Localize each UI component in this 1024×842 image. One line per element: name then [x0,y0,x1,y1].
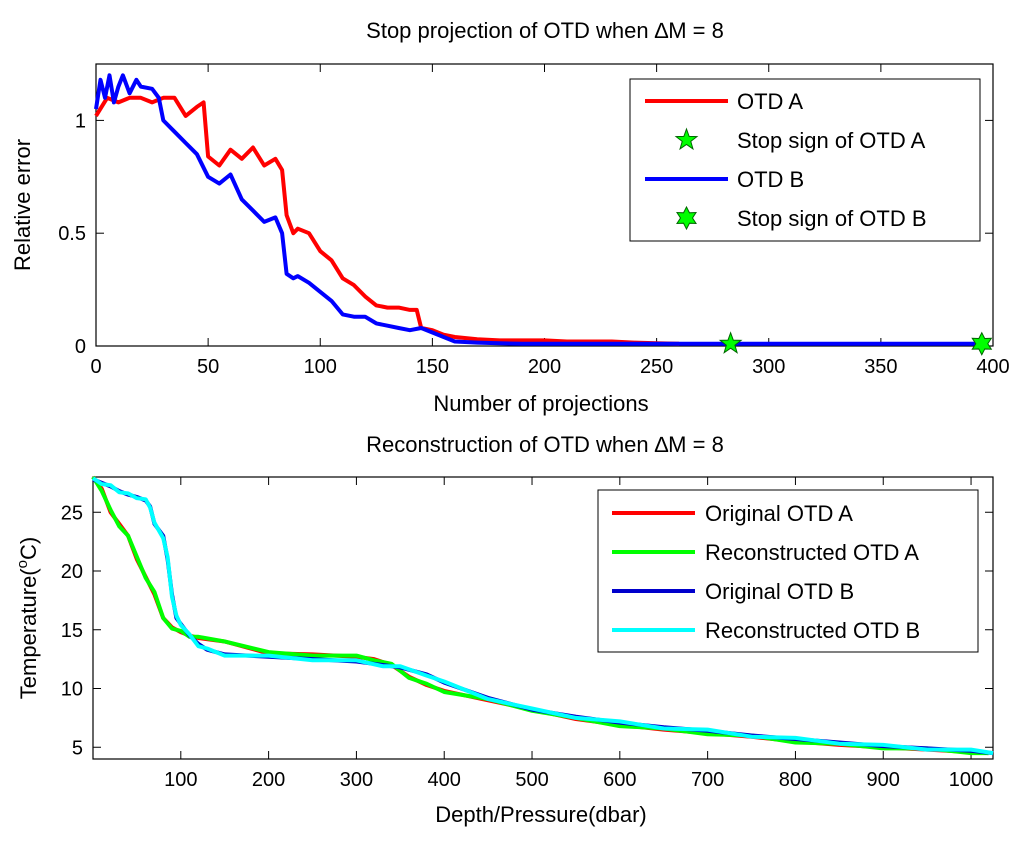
chart2-y-tick-label: 20 [61,561,83,583]
chart1-series-line-2 [94,73,982,346]
chart1-legend-label-3: OTD B [737,167,804,192]
temperature-reconstruction-chart: Reconstruction of OTD when ∆M = 8 100 200… [14,432,994,827]
chart1-x-tick-label: 300 [752,356,785,378]
chart1-legend-marker-4 [676,205,697,231]
chart1-markers [718,331,993,356]
chart1-legend-marker-2 [674,127,699,151]
chart1-x-axis-label: Number of projections [433,391,648,416]
chart2-x-tick-label: 200 [252,769,285,791]
chart1-x-ticks: 0 50 100 150 200 250 300 350 400 [90,64,1010,378]
chart2-x-tick-label: 1000 [949,769,994,791]
chart2-legend-label-1: Original OTD A [705,501,853,526]
chart1-y-tick-label: 0.5 [58,223,86,245]
chart2-legend-label-2: Reconstructed OTD A [705,540,919,565]
chart1-stop-marker-2 [971,331,993,356]
chart2-y-ticks: 5 10 15 20 25 [61,502,993,759]
chart1-legend: OTD A Stop sign of OTD A OTD B Stop sign of… [629,78,981,242]
chart2-y-tick-label: 15 [61,620,83,642]
chart2-y-axis-label: Temperature(oC) [14,537,41,699]
chart2-x-tick-label: 800 [779,769,812,791]
chart1-x-tick-label: 0 [90,356,101,378]
chart2-x-ticks: 100 200 300 400 500 600 700 800 900 1000 [164,477,993,791]
chart2-x-tick-label: 100 [164,769,197,791]
chart1-x-tick-label: 400 [976,356,1009,378]
chart1-legend-label-2: Stop sign of OTD A [737,128,926,153]
chart2-series-line-4 [91,476,994,756]
chart2-legend: Original OTD A Reconstructed OTD A Origina… [597,489,979,653]
chart2-x-axis-label: Depth/Pressure(dbar) [435,802,647,827]
chart2-y-tick-label: 25 [61,502,83,524]
chart2-x-tick-label: 700 [691,769,724,791]
chart1-series [94,73,982,346]
chart2-x-tick-label: 900 [867,769,900,791]
chart2-series [91,475,994,756]
chart2-y-tick-label: 5 [72,737,83,759]
chart1-x-tick-label: 50 [197,356,219,378]
chart2-y-axis-label-superscript: o [14,560,31,568]
relative-error-chart: Stop projection of OTD when ∆M = 8 0 50 10… [10,18,1010,416]
chart1-stop-marker-1 [718,331,743,354]
chart2-y-axis-label-main: Temperature( [16,568,41,700]
chart2-x-tick-label: 300 [340,769,373,791]
chart2-legend-label-4: Reconstructed OTD B [705,618,920,643]
chart1-x-tick-label: 350 [864,356,897,378]
chart2-legend-label-3: Original OTD B [705,579,854,604]
chart2-x-tick-label: 600 [603,769,636,791]
chart2-x-tick-label: 500 [515,769,548,791]
chart1-series-line-1 [94,95,680,346]
chart1-x-tick-label: 200 [528,356,561,378]
chart1-x-tick-label: 100 [304,356,337,378]
chart1-x-tick-label: 250 [640,356,673,378]
chart1-title: Stop projection of OTD when ∆M = 8 [366,18,724,43]
chart2-legend-box [597,489,979,653]
chart1-legend-label-1: OTD A [737,89,803,114]
chart1-x-tick-label: 150 [416,356,449,378]
chart2-y-axis-label-tail: C) [16,537,41,560]
chart1-legend-label-4: Stop sign of OTD B [737,206,927,231]
chart2-title: Reconstruction of OTD when ∆M = 8 [366,432,724,457]
chart2-x-tick-label: 400 [428,769,461,791]
chart2-y-tick-label: 10 [61,679,83,701]
chart1-y-tick-label: 0 [75,336,86,358]
chart1-y-axis-label: Relative error [10,139,35,271]
chart1-y-tick-label: 1 [75,110,86,132]
